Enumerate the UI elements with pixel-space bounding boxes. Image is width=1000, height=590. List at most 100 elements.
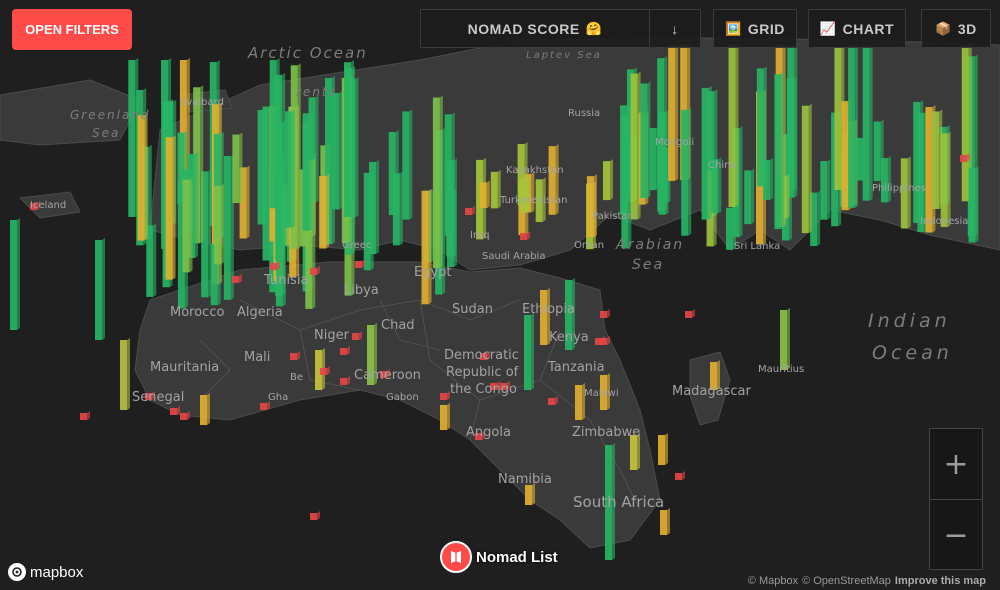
city-score-bar[interactable] (80, 411, 90, 420)
city-score-bar[interactable] (284, 109, 295, 228)
city-score-bar[interactable] (500, 381, 510, 390)
city-score-bar[interactable] (675, 471, 685, 480)
city-score-bar[interactable] (30, 201, 40, 210)
city-score-bar[interactable] (310, 511, 320, 520)
city-score-bar[interactable] (548, 144, 559, 215)
city-score-bar[interactable] (640, 81, 651, 198)
city-score-bar[interactable] (440, 391, 450, 400)
city-score-bar[interactable] (525, 483, 535, 505)
open-filters-button[interactable]: OPEN FILTERS (12, 9, 132, 50)
city-score-bar[interactable] (180, 411, 190, 420)
city-score-bar[interactable] (595, 336, 605, 345)
city-score-bar[interactable] (319, 174, 330, 249)
city-score-bar[interactable] (810, 190, 821, 247)
city-score-bar[interactable] (605, 443, 615, 560)
city-score-bar[interactable] (621, 113, 632, 249)
city-score-bar[interactable] (232, 274, 242, 283)
city-score-bar[interactable] (120, 338, 130, 410)
city-score-bar[interactable] (780, 308, 790, 370)
attribution-improve-link[interactable]: Improve this map (894, 575, 986, 587)
city-score-bar[interactable] (701, 85, 712, 220)
city-score-bar[interactable] (213, 183, 224, 265)
city-score-bar[interactable] (524, 313, 534, 390)
city-score-bar[interactable] (432, 95, 443, 269)
city-score-bar[interactable] (275, 72, 286, 261)
city-score-bar[interactable] (137, 113, 148, 241)
city-score-bar[interactable] (146, 223, 157, 297)
city-score-bar[interactable] (310, 266, 320, 275)
city-score-bar[interactable] (290, 351, 300, 360)
city-score-bar[interactable] (685, 309, 695, 318)
city-score-bar[interactable] (900, 156, 911, 229)
city-score-bar[interactable] (479, 180, 490, 209)
city-score-bar[interactable] (332, 91, 343, 210)
city-score-bar[interactable] (744, 168, 755, 225)
city-score-bar[interactable] (232, 132, 243, 204)
city-score-bar[interactable] (756, 66, 767, 187)
city-score-bar[interactable] (600, 309, 610, 318)
city-score-bar[interactable] (726, 205, 737, 250)
city-score-bar[interactable] (880, 156, 891, 203)
attribution-mapbox[interactable]: © Mapbox (747, 575, 799, 587)
3d-view-button[interactable]: 📦 3D (921, 9, 991, 48)
mapbox-logo[interactable]: mapbox (8, 563, 83, 581)
city-score-bar[interactable] (728, 43, 739, 208)
zoom-in-button[interactable]: + (943, 446, 969, 482)
city-score-bar[interactable] (344, 60, 355, 217)
city-score-bar[interactable] (320, 366, 330, 375)
city-score-bar[interactable] (421, 188, 432, 305)
chart-view-button[interactable]: 📈 CHART (808, 9, 906, 48)
city-score-bar[interactable] (128, 58, 139, 217)
city-score-bar[interactable] (257, 107, 268, 225)
city-score-bar[interactable] (657, 56, 668, 212)
city-score-bar[interactable] (586, 174, 597, 238)
nomad-list-brand[interactable]: Nomad List (440, 541, 558, 573)
city-score-bar[interactable] (960, 153, 970, 162)
city-score-bar[interactable] (10, 218, 20, 330)
city-score-bar[interactable] (260, 401, 270, 410)
city-score-bar[interactable] (575, 383, 585, 420)
city-score-bar[interactable] (961, 43, 972, 202)
city-score-bar[interactable] (774, 72, 785, 230)
city-score-bar[interactable] (440, 403, 450, 430)
city-score-bar[interactable] (380, 369, 390, 378)
city-score-bar[interactable] (352, 331, 362, 340)
zoom-out-button[interactable]: − (930, 499, 982, 570)
city-score-bar[interactable] (681, 107, 692, 236)
city-score-bar[interactable] (145, 391, 155, 400)
city-score-bar[interactable] (968, 166, 979, 243)
city-score-bar[interactable] (402, 109, 413, 220)
city-score-bar[interactable] (490, 169, 501, 209)
city-score-bar[interactable] (820, 159, 831, 220)
city-score-bar[interactable] (548, 396, 558, 405)
city-score-bar[interactable] (630, 71, 641, 220)
city-score-bar[interactable] (182, 177, 193, 273)
city-score-bar[interactable] (801, 103, 812, 234)
score-bars[interactable] (10, 43, 979, 560)
city-score-bar[interactable] (446, 158, 457, 268)
city-score-bar[interactable] (600, 373, 610, 410)
city-score-bar[interactable] (668, 43, 679, 181)
city-score-bar[interactable] (940, 131, 951, 228)
city-score-bar[interactable] (369, 159, 380, 255)
grid-view-button[interactable]: 🖼️ GRID (713, 9, 797, 48)
city-score-bar[interactable] (710, 360, 720, 390)
attribution-osm[interactable]: © OpenStreetMap (802, 575, 891, 587)
city-score-bar[interactable] (517, 142, 528, 206)
city-score-bar[interactable] (848, 43, 859, 208)
city-score-bar[interactable] (787, 43, 798, 198)
city-score-bar[interactable] (873, 119, 884, 182)
city-score-bar[interactable] (913, 99, 924, 223)
city-score-bar[interactable] (490, 381, 500, 390)
city-score-bar[interactable] (270, 261, 280, 270)
city-score-bar[interactable] (480, 351, 490, 360)
sort-field-select[interactable]: NOMAD SCORE 🤗 (420, 9, 650, 48)
city-score-bar[interactable] (340, 346, 350, 355)
sort-direction-button[interactable]: ↓ (649, 9, 701, 48)
city-score-bar[interactable] (660, 508, 670, 535)
city-score-bar[interactable] (465, 206, 475, 215)
city-score-bar[interactable] (711, 157, 722, 214)
city-score-bar[interactable] (165, 135, 176, 280)
